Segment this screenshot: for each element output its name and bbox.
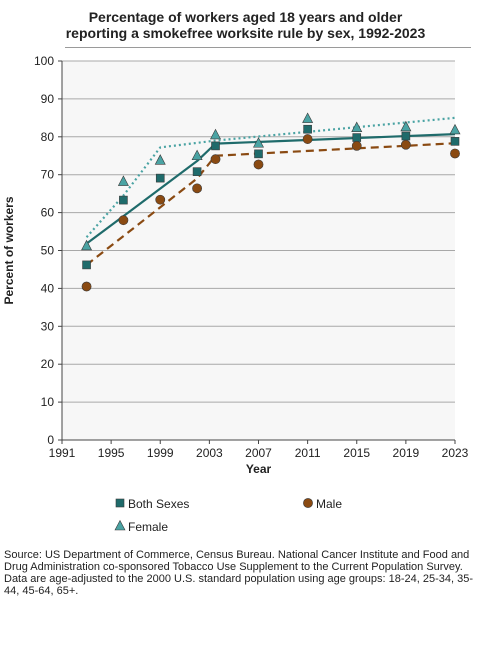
data-point-both-sexes — [82, 260, 91, 270]
y-tick-label: 40 — [41, 281, 55, 295]
y-tick-label: 0 — [47, 433, 54, 447]
y-tick-label: 30 — [41, 319, 55, 333]
trend-line-male — [85, 142, 456, 266]
data-point-both-sexes — [211, 141, 220, 151]
data-point-male — [81, 281, 92, 292]
data-point-male — [450, 148, 460, 159]
data-point-female — [400, 120, 412, 132]
title-divider — [65, 47, 471, 48]
data-point-male — [302, 134, 313, 144]
legend-label: Both Sexes — [128, 497, 189, 511]
x-tick-label: 2015 — [343, 446, 370, 460]
data-point-male — [210, 154, 221, 165]
data-point-male — [192, 183, 202, 194]
x-tick-label: 1991 — [49, 446, 76, 460]
legend-marker — [303, 498, 313, 508]
x-tick-label: 2003 — [196, 446, 223, 460]
x-tick-label: 2019 — [393, 446, 420, 460]
data-point-female — [117, 175, 129, 186]
x-tick-label: 2011 — [295, 446, 321, 460]
x-tick-label: 2007 — [245, 446, 272, 460]
chart-svg: 0 10 20 30 40 50 60 70 80 90 100 1991 1995 1999 2003 20… — [2, 54, 469, 534]
data-point-both-sexes — [401, 131, 411, 141]
data-point-female — [154, 154, 166, 165]
data-point-both-sexes — [192, 167, 202, 176]
data-point-female — [210, 128, 222, 140]
x-axis-label: Year — [246, 462, 272, 476]
data-point-male — [155, 194, 166, 205]
source-line: Source: US Department of Commerce, Censu… — [4, 549, 470, 573]
y-tick-label: 90 — [41, 92, 55, 106]
y-tick-label: 10 — [41, 395, 55, 409]
data-point-male — [351, 140, 362, 151]
data-point-both-sexes — [352, 133, 362, 142]
source-note: Source: US Department of Commerce, Censu… — [4, 549, 488, 597]
data-point-female — [302, 112, 314, 123]
chart-title: Percentage of workers aged 18 years and … — [65, 9, 426, 41]
y-tick-label: 100 — [34, 54, 54, 68]
x-tick-label: 1999 — [147, 446, 174, 460]
y-axis-label: Percent of workers — [2, 196, 16, 304]
x-tick-label: 1995 — [98, 446, 125, 460]
legend-marker — [114, 519, 126, 531]
data-point-female — [81, 239, 93, 251]
legend-marker — [115, 498, 125, 508]
y-tick-label: 70 — [41, 168, 55, 182]
data-point-both-sexes — [303, 124, 312, 134]
data-point-both-sexes — [254, 149, 263, 159]
data-point-both-sexes — [450, 137, 460, 146]
y-tick-label: 80 — [41, 130, 55, 144]
data-point-male — [253, 159, 264, 170]
legend-label: Female — [128, 520, 168, 534]
trend-line-female — [85, 116, 456, 238]
trend-line-both-sexes — [85, 133, 456, 245]
data-point-male — [400, 139, 411, 150]
x-tick-label: 2023 — [442, 446, 469, 460]
data-point-both-sexes — [119, 195, 128, 205]
data-point-female — [449, 123, 461, 135]
y-tick-label: 50 — [41, 244, 55, 258]
legend-label: Male — [316, 497, 342, 511]
data-point-female — [351, 121, 363, 133]
data-point-both-sexes — [155, 173, 165, 183]
data-point-male — [118, 215, 129, 226]
age-adjustment-note: Data are age-adjusted to the 2000 U.S. s… — [4, 573, 474, 597]
y-tick-label: 20 — [41, 357, 55, 371]
data-point-female — [191, 149, 203, 161]
y-tick-label: 60 — [41, 206, 55, 220]
data-point-female — [253, 137, 264, 148]
